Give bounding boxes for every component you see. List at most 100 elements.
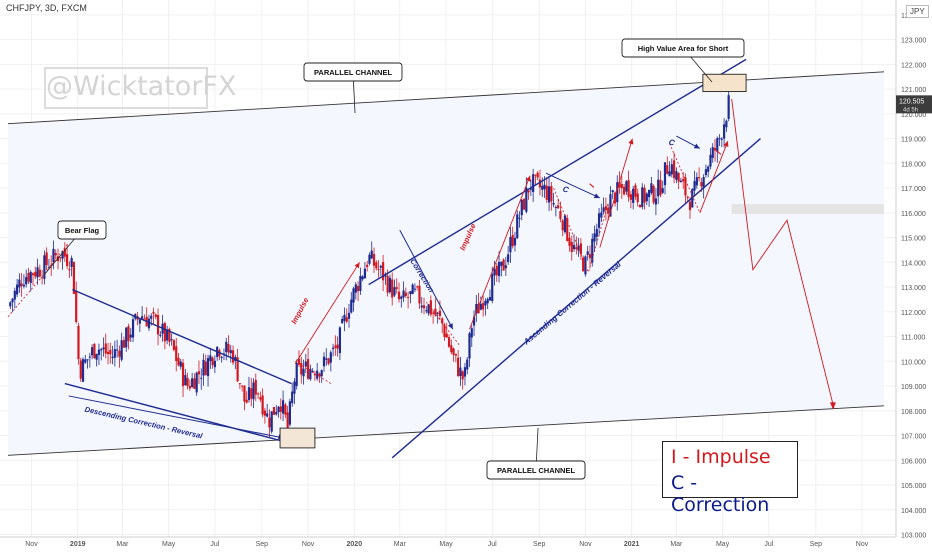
- candle-body: [31, 273, 35, 276]
- candle-body: [675, 171, 678, 180]
- candle-body: [309, 368, 312, 380]
- legend-box: I - Impulse C - Correction: [662, 441, 798, 516]
- candle-body: [457, 357, 460, 376]
- candle-body: [238, 383, 241, 385]
- candle-body: [288, 401, 291, 425]
- candle-body: [366, 264, 369, 268]
- candle-body: [641, 187, 644, 208]
- candle-body: [554, 207, 557, 209]
- candle-body: [270, 411, 273, 432]
- candle-body: [575, 247, 578, 250]
- candle-body: [593, 233, 596, 242]
- candle-body: [47, 267, 51, 269]
- candle-body: [334, 345, 337, 348]
- candle-body: [22, 284, 26, 287]
- y-tick-label: 105.000: [901, 483, 926, 490]
- y-tick-label: 115.000: [901, 236, 926, 243]
- candle-body: [404, 292, 407, 297]
- candle-body: [38, 269, 41, 277]
- candle-body: [702, 177, 705, 189]
- impulse-arrow-2: [469, 175, 531, 330]
- y-tick-label: 119.000: [901, 137, 926, 144]
- impulse-arrow-3-head: [628, 138, 634, 145]
- candle-body: [243, 385, 246, 402]
- candle-body: [634, 185, 637, 197]
- candles-layer: [9, 86, 730, 438]
- candle-body: [125, 327, 128, 348]
- legend-correction: C - Correction: [671, 472, 770, 516]
- candle-body: [718, 138, 721, 140]
- x-tick-label: Nov: [856, 541, 869, 548]
- candle-body: [418, 285, 421, 304]
- candle-body: [532, 174, 535, 192]
- candle-body: [600, 212, 603, 218]
- candle-body: [411, 284, 414, 295]
- currency-badge[interactable]: JPY: [906, 5, 929, 18]
- candle-body: [259, 397, 262, 400]
- candle-body: [670, 164, 673, 175]
- candle-body: [77, 325, 80, 360]
- candle-body: [279, 406, 282, 412]
- flag-trace-4: [669, 143, 701, 213]
- candle-body: [95, 353, 98, 360]
- candle-body: [131, 319, 135, 338]
- candle-body: [527, 190, 530, 193]
- candle-body: [513, 237, 517, 246]
- candle-body: [209, 355, 212, 362]
- candle-body: [516, 214, 519, 239]
- candle-body: [477, 303, 480, 314]
- candle-body: [227, 343, 230, 353]
- ascending-correction-upper-line: [368, 58, 747, 286]
- candle-body: [566, 218, 569, 241]
- candle-body: [129, 334, 132, 338]
- candle-body: [236, 357, 239, 382]
- candle-body: [304, 361, 307, 367]
- candle-body: [698, 177, 701, 179]
- candle-body: [386, 275, 389, 293]
- candle-body: [504, 265, 507, 269]
- candle-body: [195, 372, 198, 393]
- candle-body: [100, 349, 103, 351]
- candle-body: [538, 179, 542, 188]
- candle-body: [120, 340, 123, 360]
- candle-body: [247, 387, 251, 401]
- candle-body: [511, 234, 514, 247]
- candle-body: [70, 258, 73, 268]
- candle-body: [252, 382, 255, 400]
- candle-body: [338, 327, 342, 354]
- candle-body: [202, 359, 205, 376]
- candle-body: [472, 316, 476, 326]
- y-tick-label: 103.000: [901, 533, 926, 540]
- candle-body: [175, 346, 178, 362]
- candle-body: [643, 187, 646, 203]
- candle-body: [388, 277, 392, 293]
- high-value-area-callout-label: High Value Area for Short: [638, 44, 729, 53]
- candle-body: [254, 379, 257, 395]
- candle-body: [295, 362, 298, 386]
- impulse-arrow-1-head: [354, 262, 360, 269]
- candle-body: [91, 347, 94, 356]
- candle-body: [607, 207, 610, 214]
- parallel-channel-lower-line: [7, 405, 885, 456]
- candle-body: [518, 217, 521, 219]
- wave-c-label-1: C: [562, 184, 570, 194]
- candle-body: [127, 326, 130, 342]
- candle-body: [186, 378, 189, 387]
- candle-body: [545, 185, 548, 200]
- candle-body: [416, 286, 419, 288]
- candle-body: [204, 361, 207, 375]
- candle-body: [168, 328, 171, 342]
- candle-body: [181, 362, 185, 387]
- candle-body: [97, 349, 101, 355]
- candle-body: [50, 264, 53, 266]
- candle-body: [104, 343, 107, 354]
- y-tick-label: 110.000: [901, 359, 926, 366]
- candle-body: [441, 318, 444, 324]
- candle-body: [559, 210, 562, 220]
- candle-body: [409, 291, 412, 295]
- candle-body: [420, 305, 423, 308]
- candle-body: [143, 318, 146, 320]
- candle-body: [106, 351, 110, 355]
- x-tick-label: 2020: [347, 541, 363, 548]
